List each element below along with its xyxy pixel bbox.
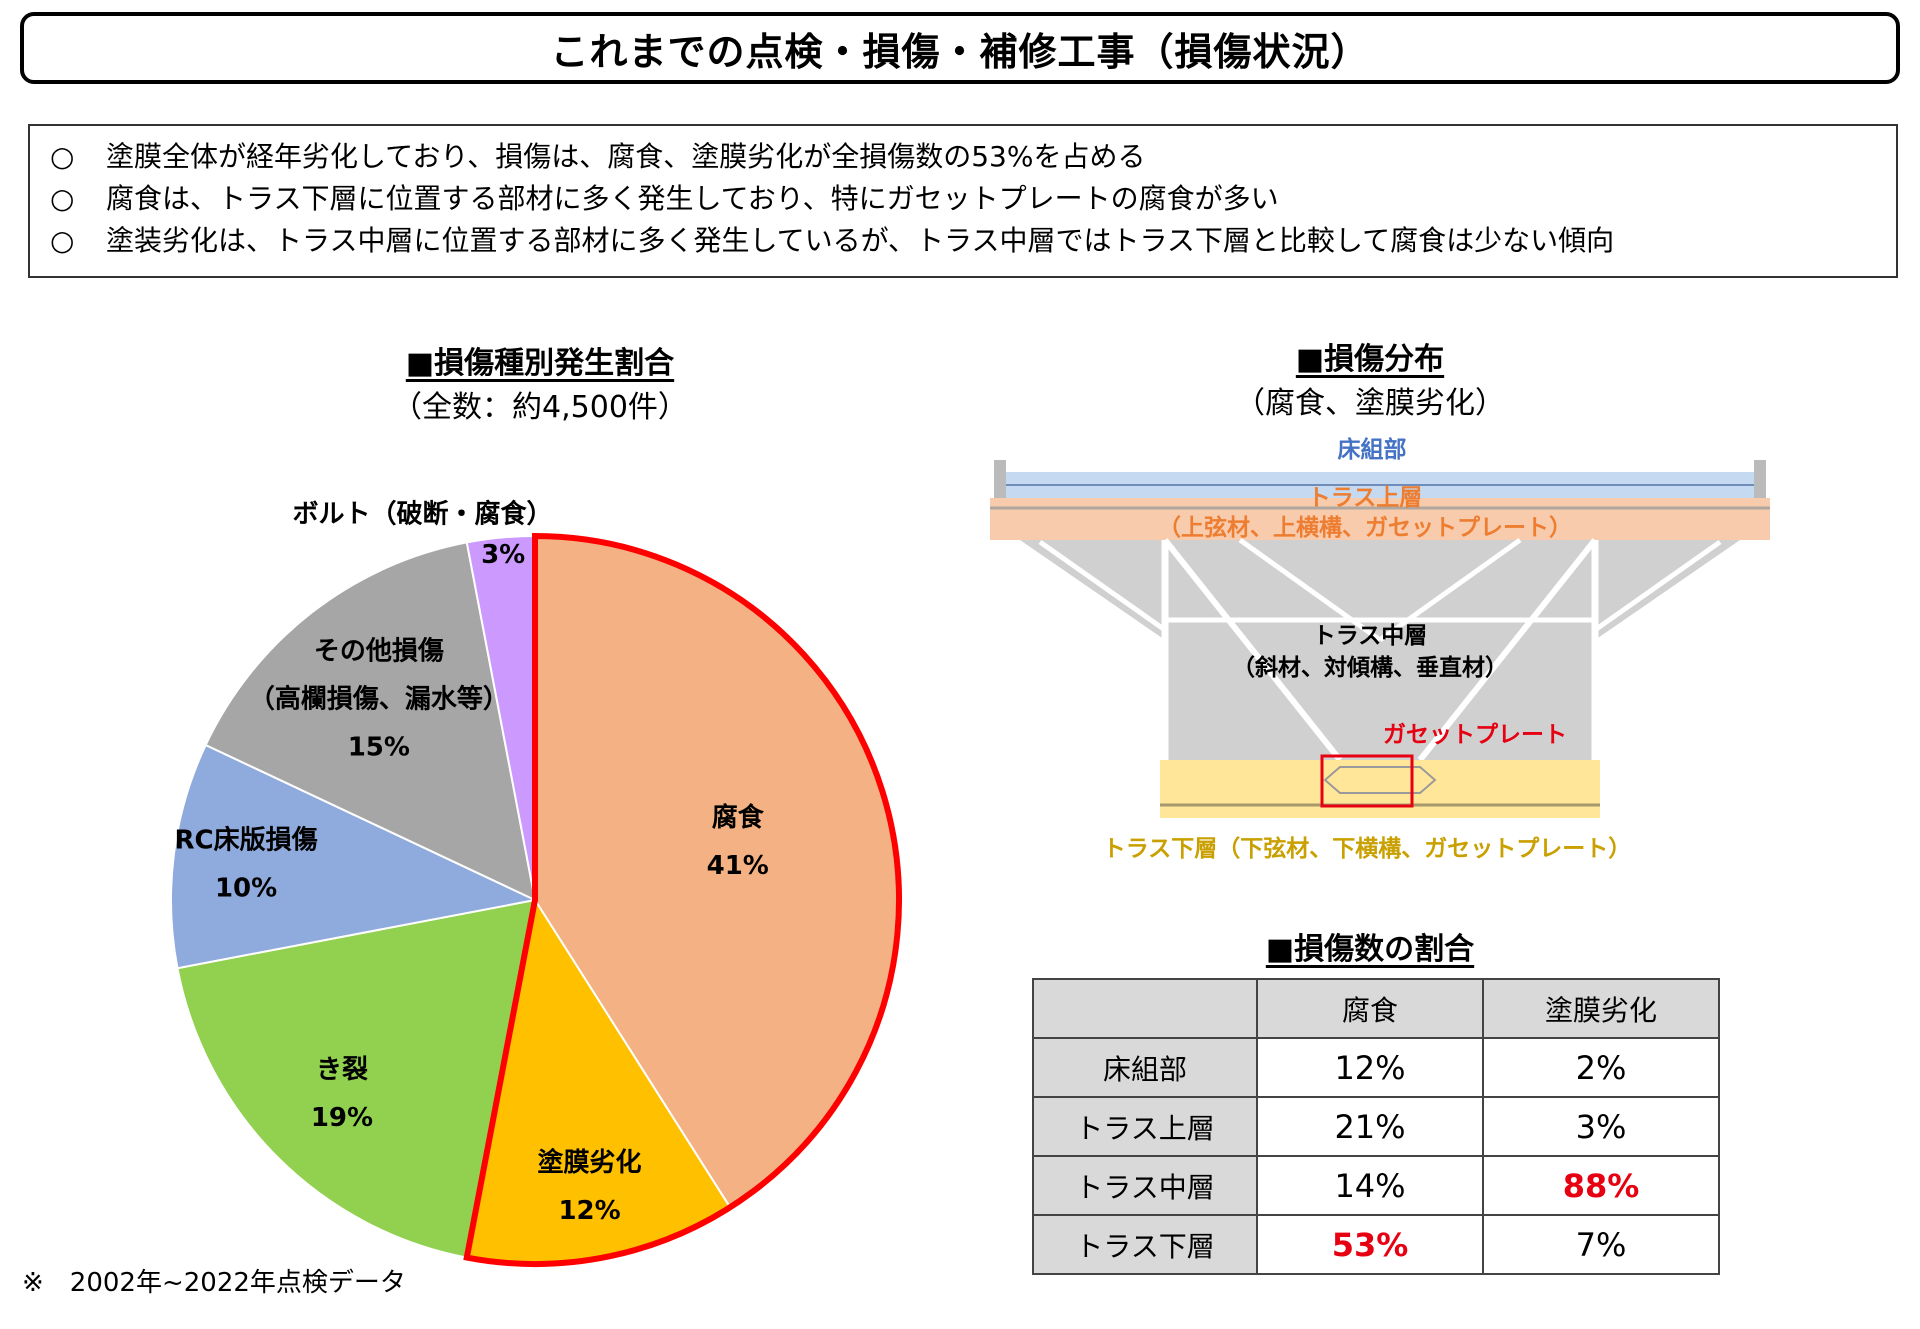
sway-brace	[1238, 537, 1382, 643]
table-row: トラス上層 21% 3%	[1032, 1096, 1720, 1157]
table-header-blank	[1032, 978, 1258, 1039]
summary-box: ○ 塗膜全体が経年劣化しており、損傷は、腐食、塗膜劣化が全損傷数の53%を占める …	[28, 124, 1898, 278]
ratio-table-title: ■損傷数の割合	[1265, 932, 1475, 967]
pie-chart-subtitle: （全数：約4,500件）	[392, 390, 688, 425]
footnote: ※ 2002年~2022年点検データ	[22, 1268, 406, 1298]
bridge-diagram-subtitle: （腐食、塗膜劣化）	[1235, 386, 1505, 421]
pie-slice	[176, 898, 537, 1259]
row-label: トラス下層	[1032, 1214, 1258, 1275]
table-row: トラス中層 14% 88%	[1032, 1155, 1720, 1216]
pie-chart-title: ■損傷種別発生割合	[405, 346, 675, 381]
coating-cell: 2%	[1482, 1037, 1720, 1098]
pie-slice-label: 腐食	[712, 802, 765, 833]
gusset-plate-highlight-box	[1320, 754, 1414, 808]
pie-slice-label: （高欄損傷、漏水等）	[249, 684, 509, 715]
summary-line: ○ 塗膜全体が経年劣化しており、損傷は、腐食、塗膜劣化が全損傷数の53%を占める	[50, 136, 1876, 178]
middle-truss-label: トラス中層	[1313, 623, 1428, 649]
upper-truss-sub-label: （上弦材、上横構、ガセットプレート）	[1158, 514, 1572, 541]
bullet-icon: ○	[50, 224, 75, 257]
pie-slice-value: 15%	[348, 733, 410, 763]
summary-line: ○ 腐食は、トラス下層に位置する部材に多く発生しており、特にガセットプレートの腐食…	[50, 178, 1876, 220]
pie-slice-label: き裂	[316, 1055, 368, 1085]
pie-slice	[170, 743, 539, 970]
coating-cell-highlight: 88%	[1482, 1155, 1720, 1216]
floor-system-label: 床組部	[1338, 436, 1407, 463]
summary-text: 塗膜全体が経年劣化しており、損傷は、腐食、塗膜劣化が全損傷数の53%を占める	[106, 140, 1146, 173]
pie-slice-label: RC床版損傷	[175, 825, 318, 856]
pie-slice	[204, 541, 537, 902]
corrosion-cell: 14%	[1256, 1155, 1484, 1216]
pie-slice-value: 19%	[311, 1103, 373, 1133]
pie-slice-value: 12%	[558, 1196, 620, 1226]
pie-slice-value: 10%	[215, 874, 277, 904]
row-label: トラス上層	[1032, 1096, 1258, 1157]
row-label: 床組部	[1032, 1037, 1258, 1098]
pie-slice-label: 塗膜劣化	[538, 1147, 642, 1178]
upper-truss-band	[990, 498, 1770, 540]
pie-slice-label: その他損傷	[314, 637, 444, 667]
diagonal-member	[1162, 538, 1343, 762]
table-row: トラス下層 53% 7%	[1032, 1214, 1720, 1275]
left-railing	[994, 460, 1006, 498]
gusset-plate-shape	[1323, 766, 1437, 794]
bridge-diagram-title: ■損傷分布	[1295, 342, 1445, 377]
pie-slice-label: ボルト（破断・腐食）	[293, 499, 553, 530]
middle-truss-sub-label: （斜材、対傾構、垂直材）	[1232, 654, 1508, 681]
summary-line: ○ 塗装劣化は、トラス中層に位置する部材に多く発生しているが、トラス中層ではトラス…	[50, 220, 1876, 262]
middle-truss-body	[1020, 540, 1740, 760]
table-row: 床組部 12% 2%	[1032, 1037, 1720, 1098]
lower-truss-band	[1160, 760, 1600, 818]
coating-cell: 3%	[1482, 1096, 1720, 1157]
corrosion-cell: 21%	[1256, 1096, 1484, 1157]
column-header-coating: 塗膜劣化	[1482, 978, 1720, 1039]
bracket-member-left	[1038, 539, 1167, 633]
highlight-outline	[463, 532, 902, 1267]
summary-text: 塗装劣化は、トラス中層に位置する部材に多く発生しているが、トラス中層ではトラス下…	[106, 224, 1615, 257]
pie-slice-value: 3%	[481, 540, 525, 570]
table-header-row: 腐食 塗膜劣化	[1032, 978, 1720, 1039]
bullet-icon: ○	[50, 140, 75, 173]
bullet-icon: ○	[50, 182, 75, 215]
damage-type-pie-chart: 腐食 41% 塗膜劣化 12% き裂 19% RC床版損傷 10% その他損傷 （高欄損傷、漏水等…	[170, 499, 902, 1267]
right-railing	[1754, 460, 1766, 498]
upper-truss-label: トラス上層	[1308, 485, 1423, 511]
pie-slice-value: 41%	[707, 851, 769, 881]
column-header-corrosion: 腐食	[1256, 978, 1484, 1039]
page-title: これまでの点検・損傷・補修工事（損傷状況）	[20, 12, 1900, 84]
damage-ratio-table: 腐食 塗膜劣化 床組部 12% 2% トラス上層 21% 3% トラス中層 14…	[1032, 978, 1720, 1275]
coating-cell: 7%	[1482, 1214, 1720, 1275]
corrosion-cell-highlight: 53%	[1256, 1214, 1484, 1275]
corrosion-cell: 12%	[1256, 1037, 1484, 1098]
lower-truss-label: トラス下層（下弦材、下横構、ガセットプレート）	[1103, 835, 1632, 862]
bracket-member-right	[1593, 539, 1722, 633]
summary-text: 腐食は、トラス下層に位置する部材に多く発生しており、特にガセットプレートの腐食が…	[106, 182, 1279, 215]
gusset-plate-label: ガセットプレート	[1383, 722, 1567, 748]
sway-brace	[1378, 537, 1522, 643]
diagonal-member	[1417, 538, 1598, 762]
row-label: トラス中層	[1032, 1155, 1258, 1216]
bridge-damage-diagram: 床組部 トラス上層 （上弦材、上横構、ガセットプレート） トラス中層 （斜材、対…	[990, 436, 1770, 862]
